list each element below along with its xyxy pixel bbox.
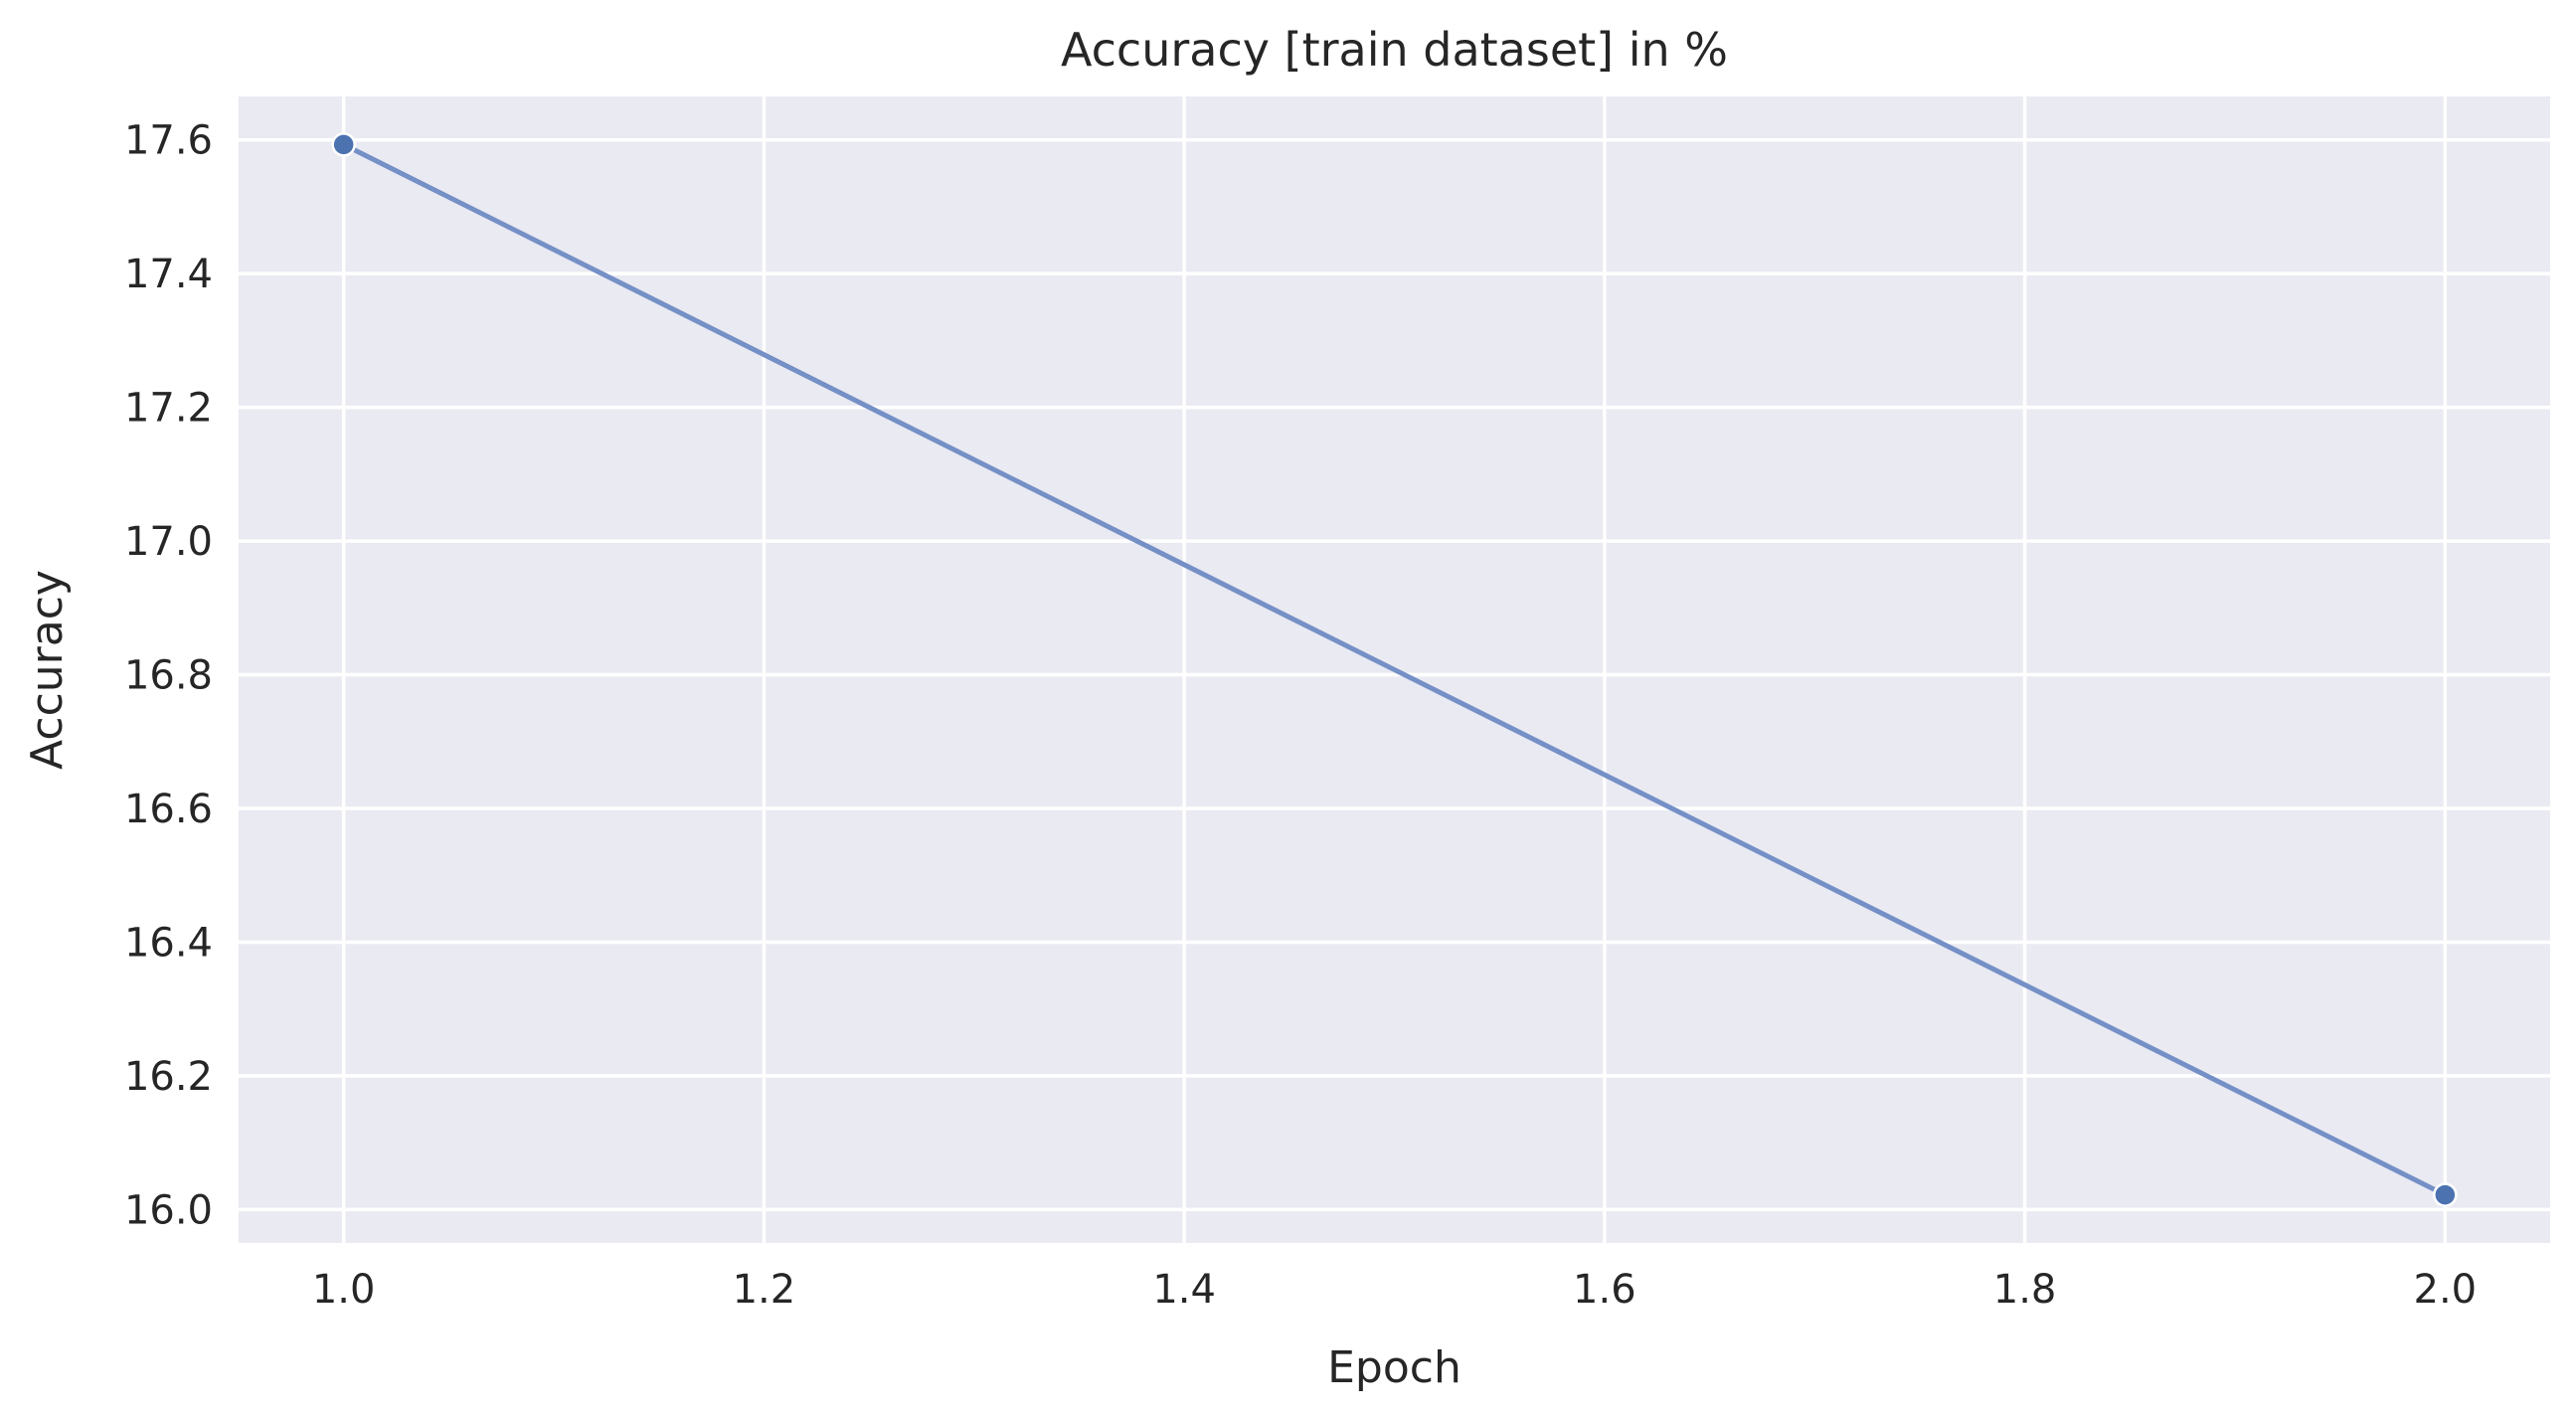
series-layer	[331, 132, 2458, 1207]
y-tick-label: 16.8	[124, 653, 213, 699]
y-tick-label: 16.6	[124, 787, 213, 832]
series-line	[341, 141, 2448, 1198]
x-axis-label: Epoch	[1327, 1342, 1461, 1393]
data-point	[331, 132, 356, 157]
x-tick-label: 1.0	[312, 1267, 376, 1313]
x-tick-label: 1.2	[733, 1267, 796, 1313]
y-tick-label: 17.6	[124, 118, 213, 164]
y-tick-label: 16.0	[124, 1187, 213, 1233]
y-axis-label: Accuracy	[22, 570, 73, 770]
x-tick-label: 1.4	[1152, 1267, 1216, 1313]
y-tick-label: 16.4	[124, 920, 213, 966]
data-point	[2433, 1182, 2458, 1207]
y-tick-label: 17.4	[124, 252, 213, 297]
y-axis-ticks: 16.0 16.2 16.4 16.6 16.8 17.0 17.2 17.4 17.6	[124, 118, 213, 1234]
grid-lines	[239, 96, 2550, 1243]
x-tick-label: 1.8	[1993, 1267, 2057, 1313]
y-tick-label: 17.0	[124, 519, 213, 565]
y-tick-label: 16.2	[124, 1054, 213, 1100]
x-tick-label: 2.0	[2414, 1267, 2478, 1313]
x-tick-label: 1.6	[1573, 1267, 1636, 1313]
chart-title: Accuracy [train dataset] in %	[1061, 23, 1728, 77]
y-tick-label: 17.2	[124, 386, 213, 432]
x-axis-ticks: 1.0 1.2 1.4 1.6 1.8 2.0	[312, 1267, 2477, 1313]
